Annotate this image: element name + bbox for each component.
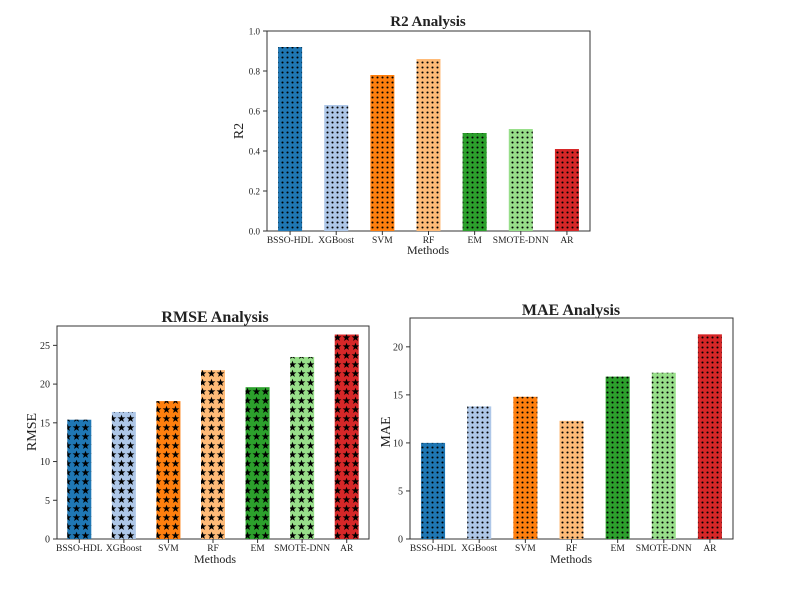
mae-y-tick-label: 10 bbox=[393, 438, 403, 449]
rmse-y-tick-label: 10 bbox=[40, 457, 50, 468]
mae-x-tick-label: SMOTE-DNN bbox=[636, 544, 692, 554]
r2-bar-hatch bbox=[554, 149, 579, 231]
rmse-x-tick-label: AR bbox=[340, 544, 354, 554]
rmse-y-tick-label: 20 bbox=[40, 380, 50, 391]
r2-bar-hatch bbox=[416, 59, 441, 231]
r2-x-tick-label: SVM bbox=[372, 236, 393, 246]
r2-x-tick-label: XGBoost bbox=[318, 236, 354, 246]
rmse-bar-hatch bbox=[156, 401, 181, 539]
mae-bar-hatch bbox=[467, 406, 492, 539]
r2-x-tick-label: RF bbox=[423, 236, 435, 246]
r2-bars bbox=[278, 47, 579, 231]
mae-bar-hatch bbox=[421, 442, 446, 539]
rmse-bar-hatch bbox=[201, 370, 225, 539]
r2-y-tick-label: 1.0 bbox=[249, 27, 261, 37]
rmse-x-tick-label: SVM bbox=[158, 544, 179, 554]
mae-bar-hatch bbox=[697, 334, 722, 539]
mae-x-tick-label: BSSO-HDL bbox=[410, 544, 457, 554]
mae-x-tick-label: EM bbox=[611, 544, 626, 554]
rmse-x-tick-label: EM bbox=[250, 544, 265, 554]
mae-x-tick-label: XGBoost bbox=[461, 544, 497, 554]
rmse-bar-hatch bbox=[290, 356, 315, 539]
r2-bar-hatch bbox=[508, 129, 533, 231]
r2-x-tick-label: EM bbox=[468, 236, 483, 246]
mae-bar-hatch bbox=[651, 372, 676, 539]
r2-y-tick-label: 0.0 bbox=[249, 227, 261, 237]
r2-y-axis: 0.0 0.2 0.4 0.6 0.8 1.0 bbox=[249, 27, 267, 237]
r2-x-tick-label: AR bbox=[560, 236, 574, 246]
r2-bar-hatch bbox=[462, 133, 487, 231]
r2-x-axis-label: Methods bbox=[407, 243, 449, 257]
mae-bar-hatch bbox=[513, 396, 538, 539]
rmse-y-axis: 0 5 10 15 20 25 bbox=[40, 341, 57, 546]
mae-chart: MAE Analysis 0 5 10 15 20 BSSO-HDL XGBoost SVM… bbox=[379, 302, 734, 566]
r2-bar-hatch bbox=[278, 47, 303, 231]
mae-x-axis: BSSO-HDL XGBoost SVM RF EM SMOTE-DNN AR bbox=[410, 539, 717, 554]
mae-y-axis: 0 5 10 15 20 bbox=[393, 342, 410, 546]
rmse-bar-hatch bbox=[111, 411, 136, 539]
mae-bar-hatch bbox=[605, 376, 630, 539]
rmse-y-tick-label: 25 bbox=[40, 341, 50, 352]
rmse-x-tick-label: XGBoost bbox=[106, 544, 142, 554]
rmse-bars bbox=[67, 334, 359, 539]
r2-x-axis: BSSO-HDL XGBoost SVM RF EM SMOTE-DNN AR bbox=[267, 231, 574, 246]
rmse-x-axis: BSSO-HDL XGBoost SVM RF EM SMOTE-DNN AR bbox=[56, 539, 354, 554]
mae-y-tick-label: 20 bbox=[393, 342, 403, 353]
rmse-y-tick-label: 15 bbox=[40, 418, 50, 429]
mae-x-tick-label: SVM bbox=[515, 544, 536, 554]
rmse-x-tick-label: SMOTE-DNN bbox=[274, 544, 330, 554]
r2-bar-hatch bbox=[324, 105, 349, 231]
rmse-bar-hatch bbox=[67, 419, 92, 539]
rmse-x-tick-label: BSSO-HDL bbox=[56, 544, 103, 554]
mae-y-tick-label: 15 bbox=[393, 390, 403, 401]
mae-x-tick-label: RF bbox=[566, 544, 578, 554]
mae-x-tick-label: AR bbox=[703, 544, 717, 554]
mae-chart-title: MAE Analysis bbox=[522, 302, 620, 319]
r2-chart-title: R2 Analysis bbox=[390, 14, 466, 30]
r2-x-tick-label: BSSO-HDL bbox=[267, 236, 314, 246]
r2-y-axis-label: R2 bbox=[232, 123, 247, 139]
r2-y-tick-label: 0.2 bbox=[249, 187, 260, 197]
r2-chart: R2 Analysis 0.0 0.2 0.4 0.6 0.8 1.0 BSSO-HDL X… bbox=[232, 14, 591, 257]
rmse-x-axis-label: Methods bbox=[194, 552, 236, 566]
rmse-y-axis-label: RMSE bbox=[25, 413, 40, 451]
r2-bar-hatch bbox=[370, 75, 395, 231]
rmse-chart: RMSE Analysis 0 5 10 15 20 25 BSSO-HDL XGBoost… bbox=[25, 309, 370, 566]
rmse-bar-hatch bbox=[334, 334, 359, 539]
r2-x-tick-label: SMOTE-DNN bbox=[493, 236, 549, 246]
r2-y-tick-label: 0.8 bbox=[249, 67, 261, 77]
rmse-x-tick-label: RF bbox=[207, 544, 219, 554]
rmse-y-tick-label: 5 bbox=[45, 496, 50, 507]
mae-y-tick-label: 0 bbox=[398, 535, 403, 546]
mae-bars bbox=[421, 334, 722, 539]
mae-y-tick-label: 5 bbox=[398, 486, 403, 497]
r2-y-tick-label: 0.4 bbox=[249, 147, 261, 157]
rmse-y-tick-label: 0 bbox=[45, 535, 50, 546]
mae-bar-hatch bbox=[559, 420, 584, 539]
r2-y-tick-label: 0.6 bbox=[249, 107, 261, 117]
rmse-chart-title: RMSE Analysis bbox=[161, 309, 268, 326]
mae-x-axis-label: Methods bbox=[550, 552, 592, 566]
rmse-bar-hatch bbox=[245, 387, 270, 539]
mae-y-axis-label: MAE bbox=[379, 416, 394, 447]
